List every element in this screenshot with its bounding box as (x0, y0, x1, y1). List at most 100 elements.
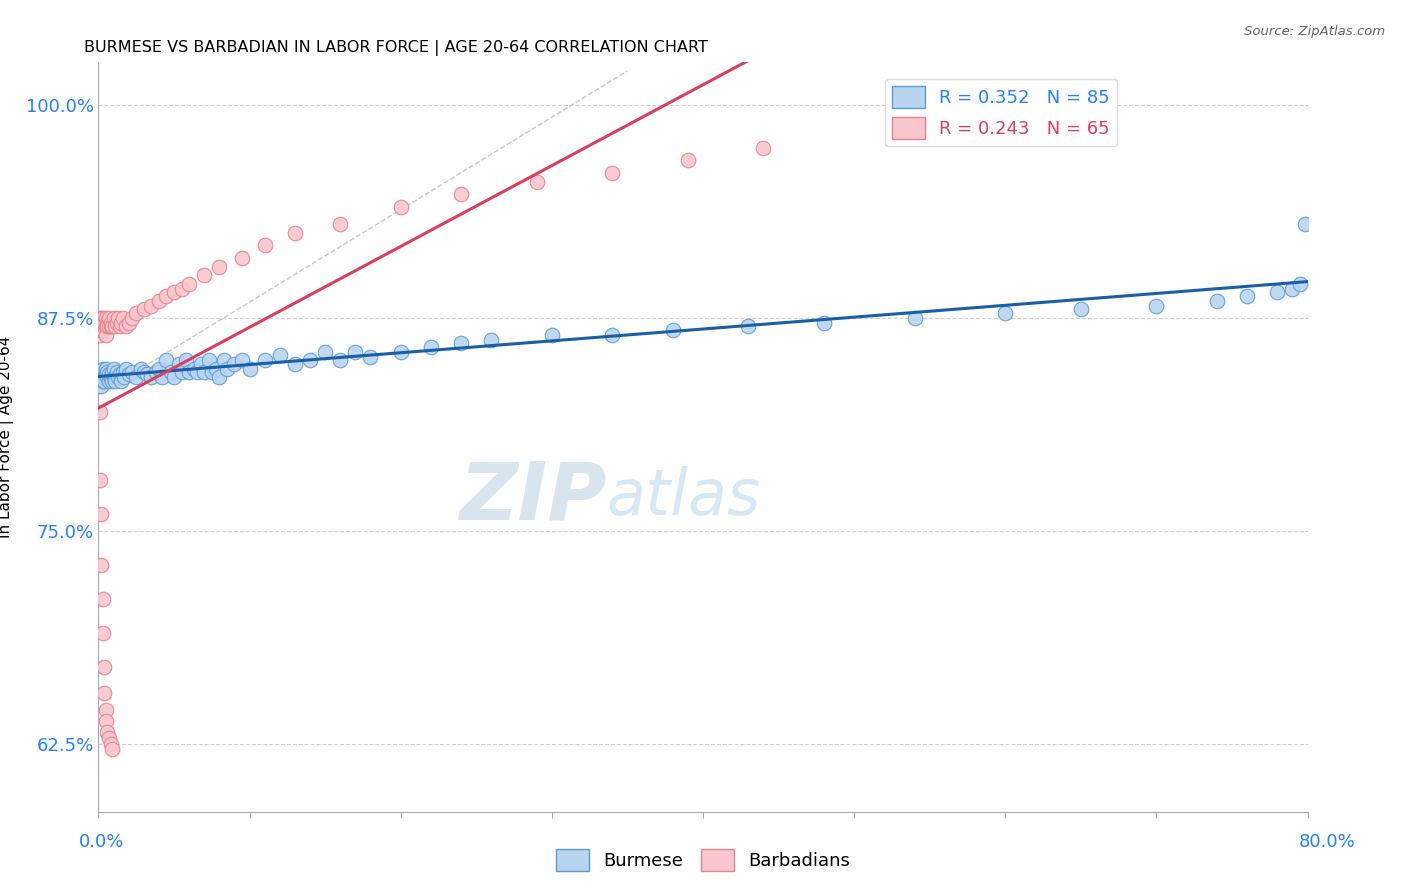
Point (737, 319, 759, 334)
Point (190, 357, 212, 371)
Point (174, 353, 197, 368)
Text: 0.0%: 0.0% (79, 833, 124, 851)
Point (93, 316, 115, 330)
Point (526, 175, 548, 189)
Point (94, 714, 117, 729)
Point (284, 357, 307, 371)
Point (90, 310, 112, 325)
Point (96, 724, 118, 739)
Point (141, 370, 163, 384)
Point (193, 365, 215, 379)
Text: 80.0%: 80.0% (1299, 833, 1355, 851)
Point (389, 200, 412, 214)
Point (96, 370, 118, 384)
Point (100, 319, 122, 334)
Point (179, 277, 201, 291)
Legend: R = 0.352   N = 85, R = 0.243   N = 65: R = 0.352 N = 85, R = 0.243 N = 65 (886, 79, 1118, 146)
Point (91, 362, 114, 376)
Point (101, 319, 124, 334)
Point (269, 348, 291, 362)
Point (1236, 289, 1258, 303)
Point (104, 374, 127, 388)
Point (389, 345, 412, 359)
Point (231, 252, 253, 266)
Point (114, 362, 136, 376)
Point (129, 362, 152, 376)
Point (201, 365, 224, 379)
Point (104, 319, 127, 334)
Point (197, 353, 219, 368)
Point (107, 310, 129, 325)
Point (183, 362, 205, 376)
Point (118, 316, 141, 330)
Point (186, 365, 208, 379)
Point (114, 319, 136, 334)
Point (103, 310, 125, 325)
Point (94, 310, 117, 325)
Point (329, 353, 352, 368)
Point (160, 365, 183, 379)
Point (481, 333, 503, 347)
Text: Source: ZipAtlas.com: Source: ZipAtlas.com (1244, 25, 1385, 38)
Point (299, 353, 322, 368)
Point (167, 357, 190, 371)
Point (96, 316, 118, 330)
Point (420, 340, 443, 354)
Point (110, 374, 132, 388)
Point (91, 626, 114, 640)
Point (91, 374, 114, 388)
Point (100, 737, 122, 751)
Point (1281, 282, 1303, 296)
Point (163, 285, 186, 300)
Point (224, 357, 246, 371)
Point (89, 310, 111, 325)
Point (93, 319, 115, 334)
Point (91, 310, 114, 325)
Point (98, 367, 121, 381)
Point (1206, 293, 1229, 308)
Point (676, 153, 699, 167)
Point (91, 365, 114, 379)
Point (111, 365, 134, 379)
Point (96, 365, 118, 379)
Point (155, 289, 177, 303)
Point (101, 374, 124, 388)
Point (155, 353, 177, 368)
Point (89, 319, 111, 334)
Point (148, 362, 170, 376)
Point (163, 370, 186, 384)
Point (150, 370, 173, 384)
Point (90, 316, 112, 330)
Point (94, 327, 117, 342)
Point (1070, 302, 1092, 317)
Point (101, 365, 124, 379)
Point (108, 319, 131, 334)
Point (212, 353, 235, 368)
Point (329, 217, 352, 231)
Point (112, 370, 135, 384)
Point (94, 702, 117, 716)
Point (90, 558, 112, 572)
Point (93, 370, 115, 384)
Point (752, 140, 775, 154)
Point (170, 365, 193, 379)
Point (90, 507, 112, 521)
Point (253, 237, 276, 252)
Text: atlas: atlas (606, 466, 761, 528)
Point (91, 319, 114, 334)
Point (540, 327, 562, 342)
Point (121, 365, 143, 379)
Point (148, 293, 170, 308)
Point (450, 336, 472, 351)
Point (96, 319, 118, 334)
Point (284, 226, 307, 240)
Point (344, 345, 367, 359)
Point (93, 660, 115, 674)
Point (208, 260, 231, 274)
Point (98, 319, 121, 334)
Point (100, 316, 122, 330)
Point (602, 327, 624, 342)
Point (111, 310, 134, 325)
Point (94, 319, 117, 334)
Point (89, 327, 111, 342)
